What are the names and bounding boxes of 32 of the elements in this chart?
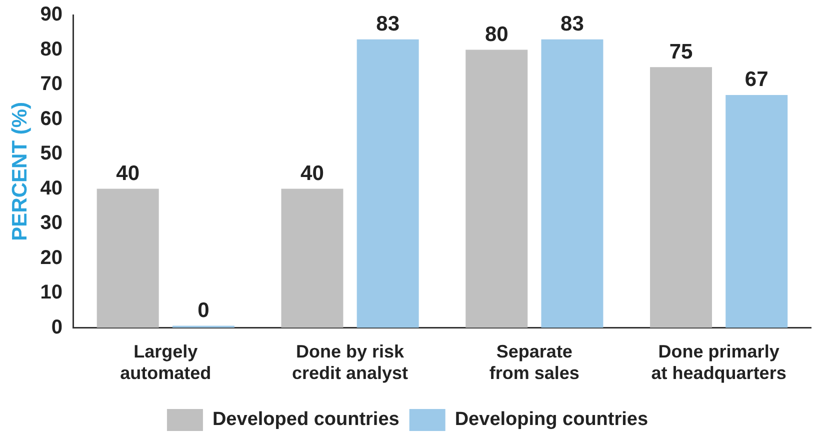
x-tick-label: Largely automated [120, 342, 212, 384]
y-tick-label: 70 [40, 73, 62, 96]
y-tick-label: 40 [40, 177, 62, 200]
bar [356, 39, 419, 328]
data-label: 83 [560, 12, 584, 36]
bar [466, 50, 528, 328]
data-label: 80 [484, 23, 508, 46]
y-tick-label: 10 [40, 282, 62, 304]
bar [281, 188, 344, 328]
data-label: 75 [669, 40, 694, 64]
y-tick-label: 50 [40, 142, 62, 165]
y-tick-label: 30 [40, 212, 62, 234]
y-tick-label: 60 [40, 108, 62, 130]
y-tick-label: 80 [40, 38, 62, 60]
data-label: 67 [744, 68, 768, 92]
x-tick-label: Done primarly at headquarters [651, 342, 786, 384]
bar [96, 188, 159, 328]
legend-label: Developing countries [454, 409, 648, 430]
bar [726, 94, 788, 328]
x-tick-label: Done by risk credit analyst [292, 342, 408, 384]
y-tick-label: 0 [51, 316, 62, 338]
y-axis-title: PERCENT (%) [8, 102, 32, 241]
data-label: 0 [198, 299, 210, 322]
data-label: 40 [300, 162, 324, 186]
y-tick-label: 90 [40, 4, 62, 26]
legend-label: Developed countries [212, 409, 400, 430]
data-label: 83 [376, 12, 400, 36]
bar [650, 67, 712, 328]
bar [541, 39, 604, 328]
data-label: 40 [116, 162, 140, 186]
y-tick-label: 20 [40, 246, 62, 269]
x-tick-label: Separate from sales [489, 342, 580, 384]
